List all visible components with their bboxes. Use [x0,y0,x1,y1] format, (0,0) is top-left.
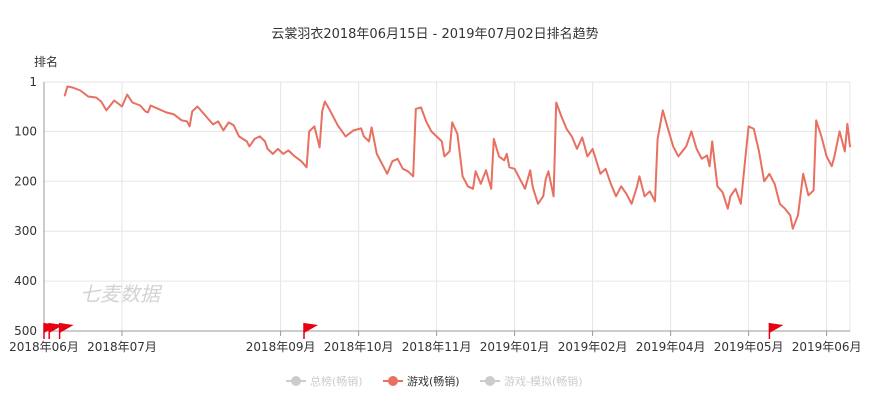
legend-marker-icon [485,376,495,386]
event-flag-icon[interactable] [303,323,318,339]
y-tick-label: 100 [14,124,37,138]
legend-marker-icon [388,376,398,386]
y-axis-ticks: 1 100 200 300 400 500 [14,75,37,338]
flags-layer [43,323,784,339]
x-tick-label: 2019年04月 [636,340,706,354]
y-tick-label: 200 [14,174,37,188]
series-line [63,85,851,230]
x-tick-label: 2019年06月 [792,340,862,354]
legend-label: 游戏(畅销) [407,374,460,388]
event-flag-icon[interactable] [768,323,784,339]
x-tick-label: 2018年09月 [246,340,316,354]
watermark-text: 七麦数据 [80,282,163,306]
grid-layer [44,81,851,331]
legend-marker-icon [291,376,301,386]
event-flag-icon[interactable] [58,323,74,339]
x-tick-label: 2018年10月 [324,340,394,354]
x-tick-label: 2019年02月 [558,340,628,354]
legend-item[interactable]: 总榜(畅销) [286,374,363,388]
x-tick-label: 2018年06月 [9,340,79,354]
chart-title: 云裳羽衣2018年06月15日 - 2019年07月02日排名趋势 [271,26,598,42]
y-tick-label: 1 [29,75,37,89]
legend-item[interactable]: 游戏(畅销) [383,374,460,388]
y-tick-label: 300 [14,224,37,238]
y-tick-label: 400 [14,274,37,288]
y-tick-label: 500 [14,324,37,338]
x-axis-ticks: 2018年06月 2018年07月 2018年09月 2018年10月 2018年11月… [9,82,862,354]
legend-label: 游戏-模拟(畅销) [504,374,583,388]
x-tick-label: 2018年11月 [402,340,472,354]
x-tick-label: 2018年07月 [87,340,157,354]
x-tick-label: 2019年01月 [480,340,550,354]
legend-item[interactable]: 游戏-模拟(畅销) [480,374,583,388]
legend-label: 总榜(畅销) [310,374,363,388]
x-tick-label: 2019年05月 [714,340,784,354]
legend: 总榜(畅销) 游戏(畅销) 游戏-模拟(畅销) [286,374,583,388]
y-axis-label: 排名 [34,54,58,69]
series-layer [63,85,851,230]
